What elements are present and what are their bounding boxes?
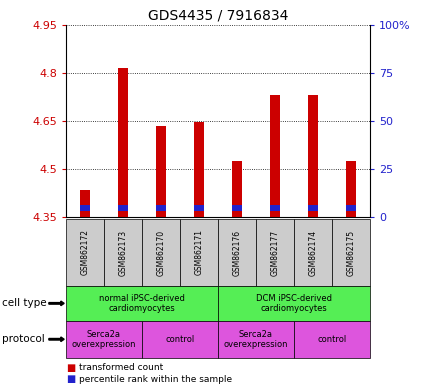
Bar — [156, 126, 166, 217]
Bar — [156, 205, 166, 211]
Text: ■: ■ — [66, 374, 75, 384]
Text: DCM iPSC-derived
cardiomyocytes: DCM iPSC-derived cardiomyocytes — [256, 294, 332, 313]
Bar — [346, 205, 355, 211]
Bar — [270, 95, 280, 217]
Bar — [346, 161, 355, 217]
Text: GSM862173: GSM862173 — [118, 229, 127, 276]
Bar — [232, 205, 241, 211]
Text: Serca2a
overexpression: Serca2a overexpression — [71, 329, 136, 349]
Bar — [270, 205, 280, 211]
Bar — [80, 190, 90, 217]
Text: protocol: protocol — [2, 334, 45, 344]
Text: GSM862177: GSM862177 — [270, 229, 279, 276]
Text: GSM862174: GSM862174 — [308, 229, 317, 276]
Bar — [194, 122, 204, 217]
Text: transformed count: transformed count — [79, 363, 163, 372]
Text: GSM862171: GSM862171 — [194, 230, 203, 275]
Text: Serca2a
overexpression: Serca2a overexpression — [224, 329, 288, 349]
Text: GSM862170: GSM862170 — [156, 229, 165, 276]
Bar — [118, 68, 127, 217]
Bar — [118, 205, 127, 211]
Title: GDS4435 / 7916834: GDS4435 / 7916834 — [147, 8, 288, 22]
Text: GSM862176: GSM862176 — [232, 229, 241, 276]
Text: cell type: cell type — [2, 298, 47, 308]
Text: GSM862172: GSM862172 — [80, 230, 89, 275]
Text: GSM862175: GSM862175 — [346, 229, 355, 276]
Text: normal iPSC-derived
cardiomyocytes: normal iPSC-derived cardiomyocytes — [99, 294, 185, 313]
Bar — [80, 205, 90, 211]
Bar — [232, 161, 241, 217]
Text: control: control — [165, 335, 195, 344]
Text: percentile rank within the sample: percentile rank within the sample — [79, 375, 232, 384]
Bar — [308, 95, 317, 217]
Text: ■: ■ — [66, 363, 75, 373]
Text: control: control — [317, 335, 346, 344]
Bar — [308, 205, 317, 211]
Bar — [194, 205, 204, 211]
